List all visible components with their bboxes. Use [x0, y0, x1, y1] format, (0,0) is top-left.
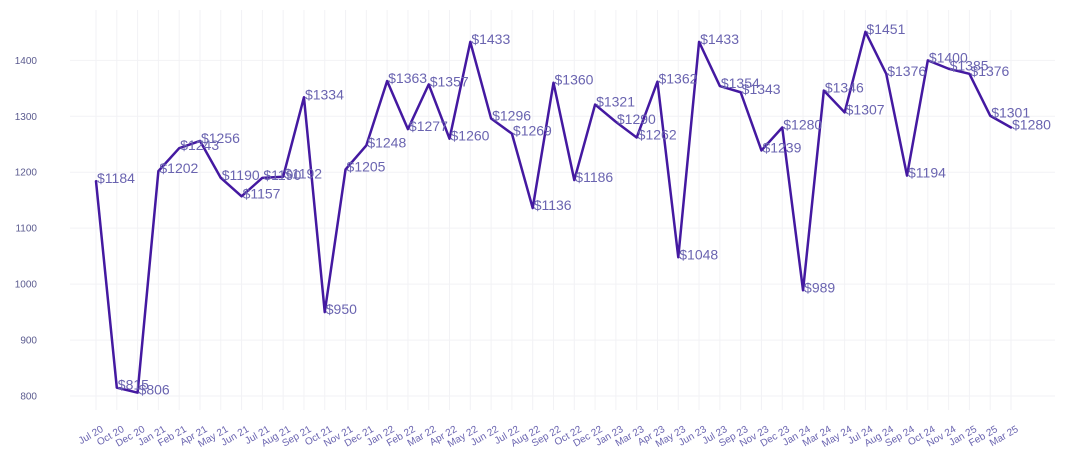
data-label: $1048 — [679, 246, 718, 262]
data-label: $1376 — [970, 63, 1009, 79]
y-tick-label: 1300 — [15, 112, 38, 123]
data-label: $1157 — [243, 185, 281, 201]
data-label: $1307 — [846, 101, 885, 117]
data-label: $1136 — [534, 197, 572, 213]
data-label: $815 — [118, 377, 149, 393]
data-label: $1433 — [471, 31, 510, 47]
data-label: $1192 — [284, 166, 322, 182]
data-label: $1346 — [825, 80, 864, 96]
data-label: $1357 — [430, 73, 469, 89]
data-label: $1433 — [700, 31, 739, 47]
data-label: $806 — [139, 382, 170, 398]
data-label: $1362 — [658, 71, 697, 87]
data-label: $989 — [804, 279, 835, 295]
data-label: $1451 — [866, 21, 905, 37]
data-label: $1296 — [492, 108, 531, 124]
grid — [70, 10, 1055, 410]
data-label: $1363 — [388, 70, 427, 86]
data-label: $1277 — [409, 118, 448, 134]
data-label: $1280 — [783, 116, 822, 132]
data-label: $1184 — [97, 170, 135, 186]
data-label: $1334 — [305, 86, 344, 102]
y-tick-label: 1200 — [15, 168, 38, 179]
y-tick-label: 1400 — [15, 56, 38, 67]
y-tick-label: 1000 — [15, 280, 38, 291]
data-label: $1194 — [908, 165, 946, 181]
data-label: $1190 — [222, 167, 260, 183]
data-label: $1321 — [596, 94, 635, 110]
data-label: $1262 — [638, 127, 677, 143]
data-label: $1354 — [721, 75, 760, 91]
data-label: $950 — [326, 301, 357, 317]
data-label: $1186 — [575, 169, 613, 185]
data-labels: $1184$815$806$1202$1243$1256$1190$1157$1… — [97, 21, 1051, 398]
data-label: $1343 — [742, 81, 781, 97]
data-label: $1301 — [991, 105, 1030, 121]
data-label: $1256 — [201, 130, 240, 146]
data-label: $1290 — [617, 111, 656, 127]
data-label: $1376 — [887, 63, 926, 79]
data-label: $1190 — [263, 167, 301, 183]
data-label: $1248 — [367, 134, 406, 150]
data-label: $1269 — [513, 123, 552, 139]
data-label: $1202 — [159, 160, 198, 176]
y-tick-label: 800 — [20, 392, 37, 403]
data-label: $1385 — [950, 58, 989, 74]
y-tick-label: 1100 — [15, 224, 37, 235]
data-label: $1280 — [1012, 116, 1051, 132]
y-tick-label: 900 — [20, 336, 37, 347]
data-label: $1360 — [555, 72, 594, 88]
data-label: $1239 — [762, 139, 801, 155]
data-label: $1260 — [451, 128, 490, 144]
price-line — [94, 30, 1013, 394]
data-label: $1400 — [929, 49, 968, 65]
data-label: $1205 — [347, 158, 386, 174]
data-label: $1243 — [180, 137, 219, 153]
y-axis: 800 900 1000 1100 1200 1300 1400 — [15, 56, 38, 403]
